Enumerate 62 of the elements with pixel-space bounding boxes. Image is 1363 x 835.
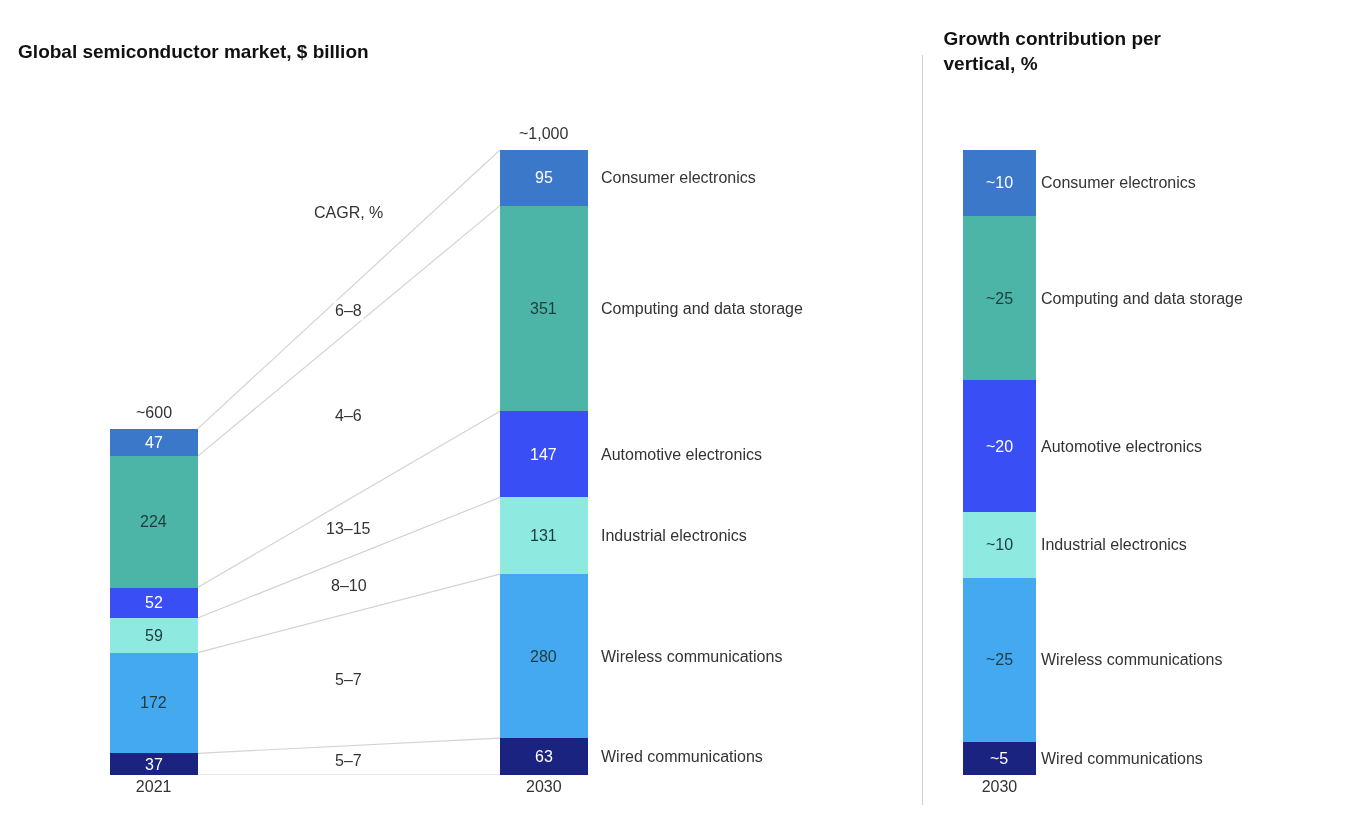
series-label: Wireless communications — [1041, 651, 1223, 668]
series-label: Wireless communications — [601, 648, 783, 665]
annotation: 6–8 — [335, 302, 362, 319]
annotation: ~600 — [136, 404, 173, 421]
bar — [499, 497, 588, 575]
annotation: 8–10 — [331, 577, 367, 594]
annotation: 5–7 — [335, 671, 362, 688]
data-label: 280 — [530, 648, 557, 665]
series-label: Automotive electronics — [1041, 438, 1202, 455]
data-label: ~25 — [986, 290, 1014, 307]
data-label: 172 — [140, 694, 167, 711]
bar — [499, 411, 588, 498]
data-label: 63 — [535, 748, 553, 765]
series-label: Wired communications — [1041, 750, 1203, 767]
data-label: 147 — [530, 446, 557, 463]
annotation: 5–7 — [335, 752, 362, 769]
bar — [499, 738, 588, 775]
bar — [499, 205, 588, 412]
data-label: ~10 — [986, 174, 1014, 191]
bar — [963, 150, 1036, 216]
bar — [109, 753, 198, 775]
data-label: 224 — [140, 513, 167, 530]
series-label: Computing and data storage — [1041, 290, 1244, 307]
series-label: Consumer electronics — [601, 169, 756, 186]
series-label: Wired communications — [601, 748, 763, 765]
series-label: Industrial electronics — [601, 527, 747, 544]
data-label: 59 — [145, 627, 163, 644]
data-label: ~20 — [986, 438, 1014, 455]
bar — [109, 618, 198, 653]
data-label: 131 — [530, 527, 557, 544]
data-label: ~10 — [986, 536, 1014, 553]
bar — [109, 428, 198, 457]
data-label: 95 — [535, 169, 553, 186]
data-label: 37 — [145, 756, 163, 773]
data-label: ~25 — [986, 651, 1014, 668]
bar — [963, 511, 1036, 578]
bar — [499, 574, 588, 739]
bar — [963, 742, 1036, 775]
data-label: 47 — [145, 434, 163, 451]
bar — [109, 587, 198, 619]
bar — [499, 150, 588, 206]
bar — [963, 215, 1036, 381]
annotation: 13–15 — [326, 520, 371, 537]
bar — [109, 652, 198, 754]
data-label: ~5 — [990, 750, 1009, 767]
data-label: 351 — [530, 300, 557, 317]
x-tick-label: 2030 — [526, 778, 562, 795]
chart-title: Global semiconductor market, $ billion — [18, 41, 369, 63]
annotation: CAGR, % — [314, 204, 384, 221]
series-label: Consumer electronics — [1041, 174, 1196, 191]
data-label: 52 — [145, 594, 163, 611]
annotation: 4–6 — [335, 407, 362, 424]
bar — [109, 456, 198, 588]
annotation: ~1,000 — [519, 125, 569, 142]
x-tick-label: 2021 — [135, 778, 172, 795]
series-label: Computing and data storage — [601, 300, 804, 317]
chart-title: Growth contribution per vertical, % — [943, 28, 1162, 74]
series-label: Automotive electronics — [601, 446, 762, 463]
bar — [963, 577, 1036, 743]
x-tick-label: 2030 — [981, 778, 1018, 795]
series-label: Industrial electronics — [1041, 536, 1187, 553]
bar — [963, 380, 1036, 512]
